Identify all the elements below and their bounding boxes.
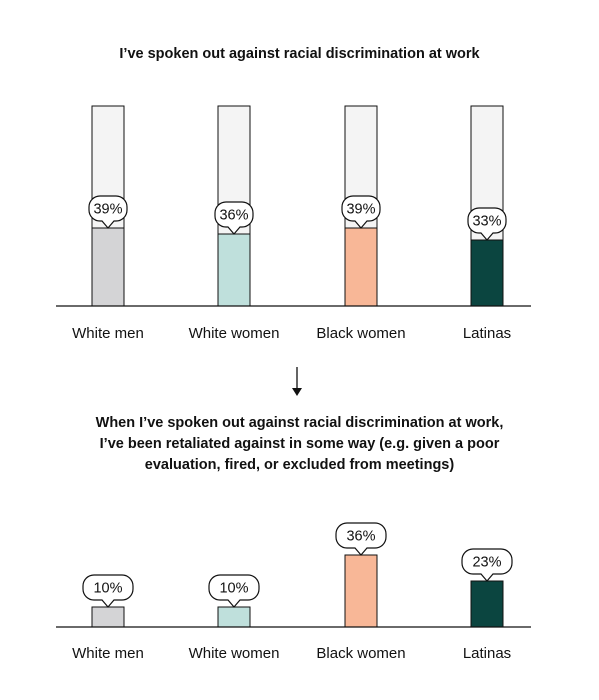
category-label: Latinas [463, 645, 511, 662]
category-label: Black women [316, 645, 405, 662]
data-label: 39% [346, 202, 375, 218]
data-label: 33% [472, 214, 501, 230]
data-label-callout [467, 207, 507, 241]
data-label-callout [341, 195, 381, 229]
data-label: 39% [93, 202, 122, 218]
data-label-callout [88, 195, 128, 229]
bar [217, 606, 251, 628]
chart2-title-line: When I’ve spoken out against racial disc… [95, 415, 504, 431]
data-label: 36% [219, 208, 248, 224]
category-label: Latinas [463, 325, 511, 342]
category-label: White men [72, 645, 144, 662]
category-label: Black women [316, 325, 405, 342]
data-label-callout [82, 574, 134, 608]
bar [217, 233, 251, 307]
down-arrow-icon [292, 367, 302, 396]
data-label-callout [208, 574, 260, 608]
chart-1: 39% 36% 39% 33% White men White women Black wo… [56, 105, 531, 342]
chart1-title: I’ve spoken out against racial discrimin… [119, 46, 480, 62]
category-label: White women [189, 645, 280, 662]
chart2-title-line: evaluation, fired, or excluded from meet… [144, 457, 455, 473]
category-label: White men [72, 325, 144, 342]
data-label-callout [214, 201, 254, 235]
chart2-title-line: I’ve been retaliated against in some way… [99, 436, 500, 452]
data-label: 23% [472, 555, 501, 571]
data-label-callout [461, 548, 513, 582]
arrow-head [292, 388, 302, 396]
bar [344, 227, 378, 307]
chart-2: 10% 10% 36% 23% White men White women Black wo… [56, 522, 531, 662]
bar [470, 580, 504, 628]
chart2-title: When I’ve spoken out against racial disc… [0, 413, 599, 476]
data-label: 36% [346, 529, 375, 545]
data-label: 10% [93, 581, 122, 597]
category-label: White women [189, 325, 280, 342]
data-label-callout [335, 522, 387, 556]
bar [91, 606, 125, 628]
data-label: 10% [219, 581, 248, 597]
bar [91, 227, 125, 307]
bar [470, 239, 504, 307]
bar [344, 554, 378, 628]
